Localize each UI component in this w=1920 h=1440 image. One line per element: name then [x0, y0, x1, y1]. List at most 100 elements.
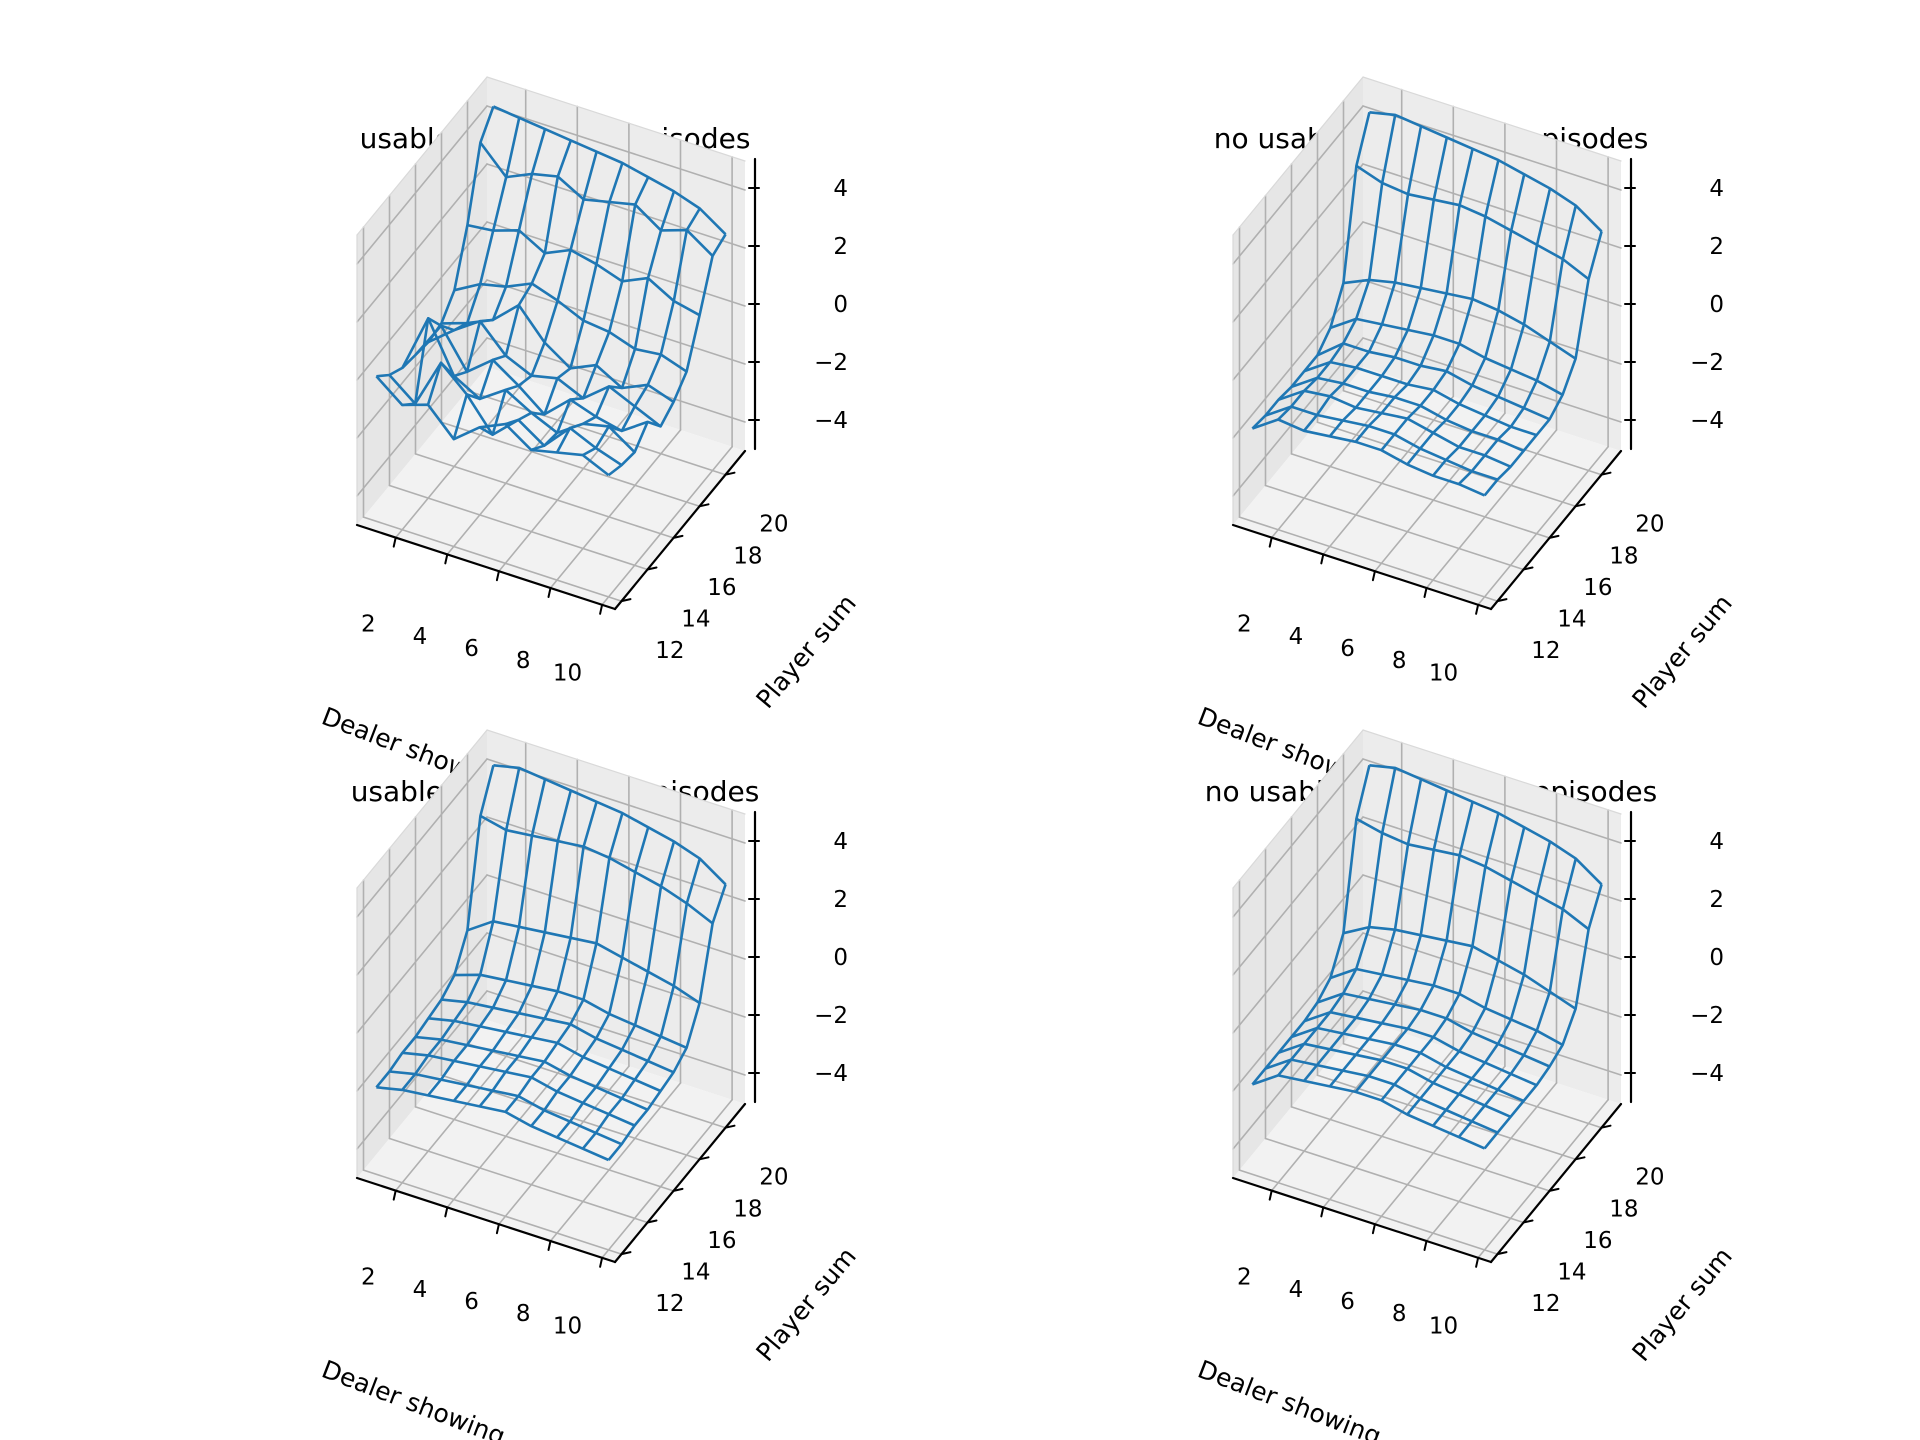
- y-tick-label: 14: [681, 1260, 710, 1286]
- surface-column-line: [478, 151, 598, 437]
- y-tick: [1522, 1219, 1534, 1224]
- grid-line: [486, 990, 746, 1076]
- x-tick: [495, 1223, 500, 1235]
- surface-row-line: [1277, 1042, 1512, 1118]
- x-tick: [392, 536, 397, 548]
- x-tick: [1268, 536, 1273, 548]
- surface-column-line: [555, 190, 676, 454]
- y-tick: [620, 1251, 632, 1256]
- z-tick-label: −4: [814, 1061, 848, 1087]
- grid-line: [1425, 429, 1558, 589]
- y-tick-label: 16: [1583, 1228, 1612, 1254]
- grid-line: [414, 453, 675, 539]
- surface-row-line: [376, 1086, 610, 1162]
- x-tick-label: 4: [1289, 1277, 1304, 1303]
- y-axis-line: [613, 1102, 747, 1264]
- surface-column-line: [607, 233, 727, 477]
- grid-line: [1477, 1098, 1609, 1259]
- x-tick: [1423, 1240, 1428, 1251]
- grid-line: [356, 221, 488, 381]
- x-tick: [599, 603, 604, 615]
- grid-line: [486, 105, 746, 191]
- x-tick-label: 4: [1289, 624, 1304, 650]
- surface-row-line: [479, 141, 714, 257]
- x-tick-label: 10: [553, 1313, 582, 1339]
- surface-row-line: [402, 1051, 636, 1127]
- surface-row-line: [1343, 925, 1577, 1010]
- grid-line: [486, 279, 746, 365]
- z-tick-label: 0: [833, 292, 848, 318]
- grid-line: [362, 1169, 623, 1255]
- surface-row-line: [1264, 1058, 1499, 1134]
- y-tick-label: 20: [759, 512, 788, 538]
- y-tick: [620, 598, 632, 603]
- y-tick: [646, 1219, 658, 1224]
- surface-row-line: [467, 223, 701, 317]
- surface-row-line: [389, 1070, 623, 1146]
- x-axis-line: [1231, 1176, 1493, 1264]
- x-axis-line: [1231, 523, 1493, 611]
- y-tick-label: 12: [655, 638, 684, 664]
- y-tick: [1600, 1124, 1612, 1129]
- grid-line: [549, 1082, 682, 1242]
- z-tick-label: −2: [814, 1003, 848, 1029]
- surface-row-line: [428, 1017, 662, 1093]
- z-tick-label: 4: [1709, 829, 1724, 855]
- grid-line: [1290, 1106, 1551, 1192]
- grid-line: [1374, 1065, 1506, 1226]
- pane-edge: [1232, 729, 1364, 889]
- surface-column-line: [478, 801, 598, 1108]
- grid-line: [1362, 337, 1622, 423]
- surface-column-line: [505, 162, 624, 426]
- z-tick-label: 2: [833, 234, 848, 260]
- grid-line: [1362, 932, 1622, 1018]
- z-tick-label: −4: [814, 408, 848, 434]
- grid-line: [1238, 1169, 1499, 1255]
- grid-line: [1362, 163, 1622, 249]
- x-tick: [444, 553, 449, 565]
- surface-column-line: [582, 207, 701, 457]
- grid-line: [1322, 1048, 1455, 1209]
- grid-line: [446, 395, 579, 556]
- surface-column-line: [530, 826, 650, 1127]
- surface-row-line: [1355, 817, 1590, 931]
- grid-line: [356, 105, 488, 265]
- surface-column-line: [376, 106, 495, 378]
- surface-row-line: [1251, 1074, 1486, 1150]
- pane-edge: [486, 729, 746, 815]
- surface-row-line: [1369, 764, 1603, 886]
- surface-column-line: [1457, 858, 1578, 1138]
- y-tick-label: 12: [1531, 1291, 1560, 1317]
- surface-row-line: [1303, 360, 1538, 437]
- surface-row-line: [1316, 992, 1551, 1068]
- surface-column-line: [1354, 801, 1474, 1093]
- x-tick: [495, 570, 500, 582]
- grid-line: [388, 484, 649, 571]
- z-tick-label: 2: [833, 887, 848, 913]
- z-tick-label: −2: [1690, 1003, 1724, 1029]
- surface-row-line: [1277, 389, 1512, 468]
- y-tick: [1600, 471, 1612, 476]
- surface-row-line: [414, 324, 649, 433]
- grid-line: [414, 1106, 675, 1192]
- surface-column-line: [426, 128, 547, 406]
- surface-row-line: [1290, 1026, 1525, 1103]
- y-tick: [672, 534, 684, 539]
- x-tick-label: 8: [516, 648, 531, 674]
- y-tick: [724, 1124, 736, 1129]
- surface-column-line: [1302, 125, 1423, 432]
- y-tick-label: 18: [1609, 1196, 1638, 1222]
- surface-column-line: [375, 764, 495, 1089]
- surface-column-line: [1328, 137, 1449, 438]
- x-tick-label: 6: [1340, 636, 1355, 662]
- x-tick-label: 4: [413, 1277, 428, 1303]
- x-tick: [599, 1256, 604, 1268]
- x-tick-label: 4: [413, 624, 428, 650]
- grid-line: [356, 816, 488, 976]
- surface-column-line: [1431, 841, 1552, 1127]
- y-tick-label: 16: [707, 575, 736, 601]
- grid-line: [1232, 932, 1364, 1092]
- y-tick: [672, 1187, 684, 1192]
- x-tick-label: 10: [1429, 660, 1458, 686]
- x-tick: [1371, 570, 1376, 582]
